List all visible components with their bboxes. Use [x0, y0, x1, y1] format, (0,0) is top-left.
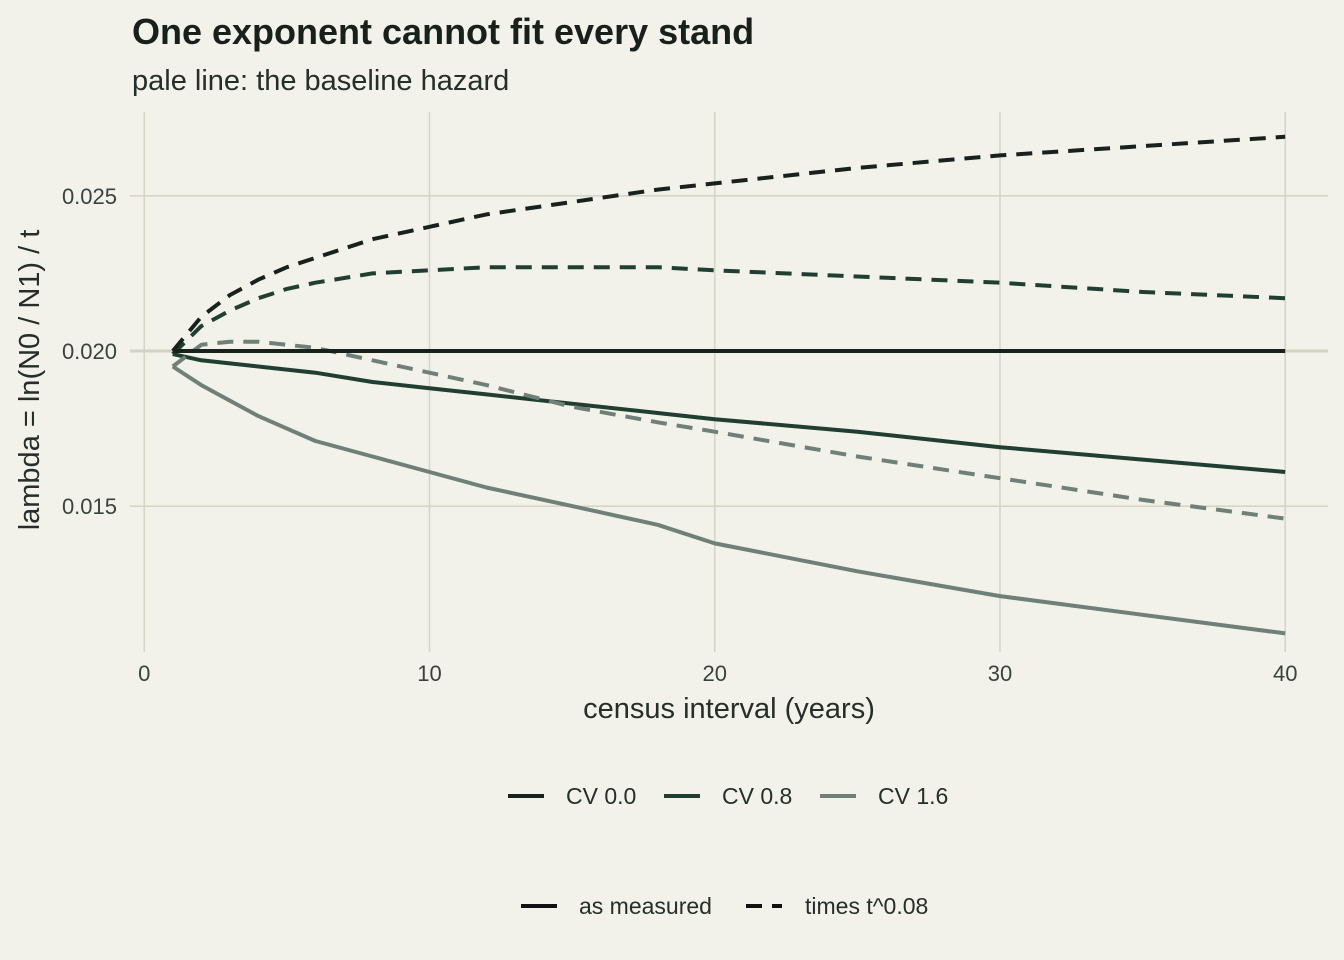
- legend-linetype: as measured times t^0.08: [521, 893, 928, 919]
- legend-label: as measured: [579, 893, 712, 919]
- series-line-cv-1-6-dashed: [171, 339, 1286, 521]
- y-axis-ticks: 0.015 0.020 0.025: [62, 184, 117, 519]
- series-line-cv-1-6-solid: [171, 364, 1286, 636]
- legend-label: times t^0.08: [805, 893, 928, 919]
- x-tick-label: 30: [988, 661, 1012, 686]
- series-line-cv-0-8-dashed: [171, 265, 1286, 356]
- x-axis-ticks: 0 10 20 30 40: [138, 661, 1297, 686]
- x-tick-label: 10: [417, 661, 441, 686]
- legend-label: CV 0.0: [566, 783, 636, 809]
- legend-label: CV 1.6: [878, 783, 948, 809]
- x-axis-title: census interval (years): [583, 693, 875, 725]
- series-line-cv-0-0-dashed: [171, 134, 1286, 353]
- series-lines: [171, 134, 1286, 636]
- chart-title: One exponent cannot fit every stand: [132, 11, 754, 52]
- y-tick-label: 0.025: [62, 184, 117, 209]
- x-tick-label: 40: [1273, 661, 1297, 686]
- chart-subtitle: pale line: the baseline hazard: [132, 65, 509, 97]
- legend-label: CV 0.8: [722, 783, 792, 809]
- grid-lines: [130, 112, 1328, 652]
- x-tick-label: 20: [702, 661, 726, 686]
- y-tick-label: 0.020: [62, 339, 117, 364]
- legend-color: CV 0.0 CV 0.8 CV 1.6: [508, 783, 948, 809]
- series-line-cv-0-8-solid: [172, 352, 1286, 474]
- x-tick-label: 0: [138, 661, 150, 686]
- y-axis-title: lambda = ln(N0 / N1) / t: [14, 230, 46, 531]
- y-tick-label: 0.015: [62, 494, 117, 519]
